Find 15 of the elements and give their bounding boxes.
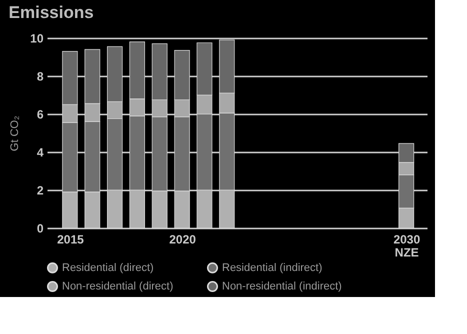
y-tick-label: 2: [36, 184, 44, 198]
x-tick-label: 2015: [57, 232, 84, 246]
y-tick-label: 8: [36, 70, 44, 84]
chart-title: Emissions: [8, 3, 94, 22]
legend-label: Non-residential (indirect): [222, 280, 342, 292]
x-tick-label: 2020: [169, 232, 196, 246]
y-tick-label: 0: [36, 222, 44, 236]
y-tick-label: 4: [36, 146, 44, 160]
x-tick-label: 2030 NZE: [393, 232, 420, 260]
y-tick-label: 10: [30, 32, 44, 46]
y-axis-title: Gt CO₂: [9, 116, 22, 152]
y-tick-label: 6: [36, 108, 44, 122]
legend-label: Non-residential (direct): [62, 280, 174, 292]
legend-label: Residential (indirect): [222, 262, 322, 274]
legend-label: Residential (direct): [62, 262, 154, 274]
